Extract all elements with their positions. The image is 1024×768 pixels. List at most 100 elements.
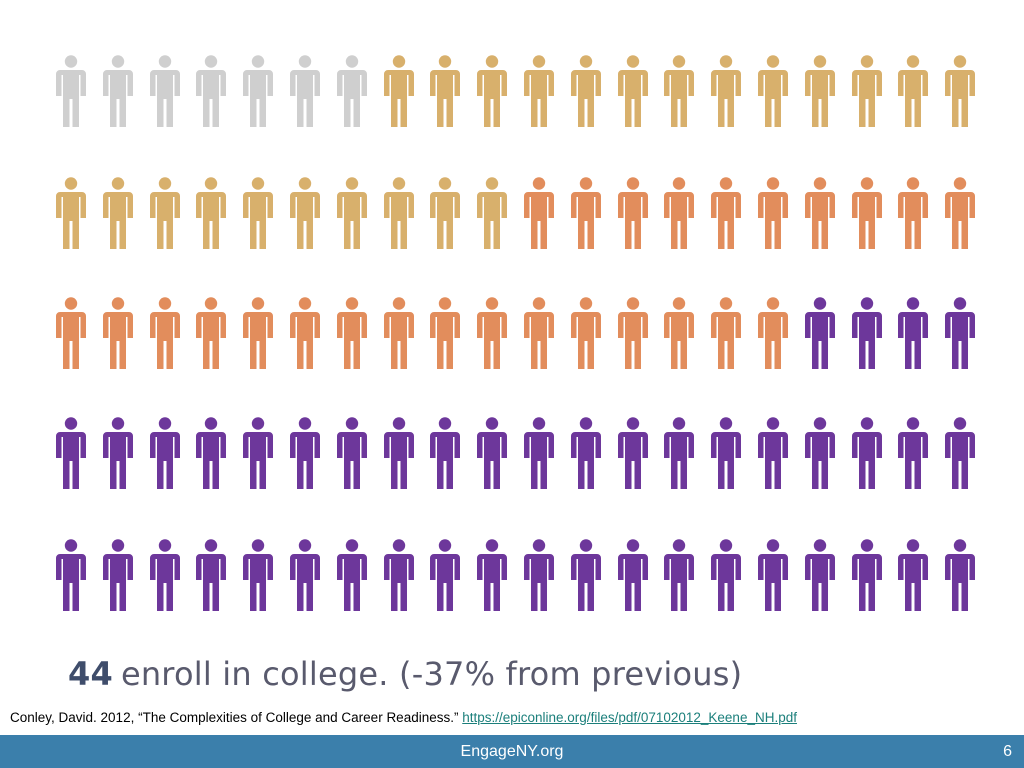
- person-icon: [617, 297, 648, 369]
- person-icon: [477, 539, 508, 611]
- person-icon: [570, 177, 601, 249]
- person-icon: [898, 297, 929, 369]
- person-icon: [243, 417, 274, 489]
- person-icon: [804, 417, 835, 489]
- person-icon: [851, 55, 882, 127]
- person-icon: [758, 55, 788, 127]
- person-icon: [56, 55, 86, 127]
- headline-text: enroll in college. (-37% from previous): [120, 655, 743, 693]
- person-icon: [336, 55, 367, 127]
- person-icon: [617, 55, 648, 127]
- person-icon: [430, 539, 461, 611]
- person-icon: [383, 297, 414, 369]
- person-icon: [290, 297, 320, 369]
- headline: 44 enroll in college. (-37% from previous…: [68, 655, 742, 693]
- person-icon: [196, 417, 227, 489]
- slide-number: 6: [1003, 743, 1012, 760]
- person-icon: [617, 539, 648, 611]
- person-icon: [945, 177, 976, 249]
- person-icon: [102, 417, 133, 489]
- person-icon: [804, 177, 835, 249]
- person-icon: [383, 417, 414, 489]
- person-icon: [290, 55, 320, 127]
- person-icon: [149, 297, 180, 369]
- person-icon: [149, 177, 180, 249]
- person-icon: [711, 297, 742, 369]
- person-icon: [758, 297, 788, 369]
- citation-text: Conley, David. 2012, “The Complexities o…: [10, 710, 463, 725]
- person-icon: [430, 177, 461, 249]
- person-icon: [196, 55, 227, 127]
- person-icon: [851, 417, 882, 489]
- person-icon: [711, 55, 742, 127]
- person-icon: [383, 539, 414, 611]
- person-icon: [851, 177, 882, 249]
- person-icon: [149, 417, 180, 489]
- person-icon: [477, 297, 508, 369]
- person-icon: [758, 177, 788, 249]
- person-icon: [711, 177, 742, 249]
- person-icon: [617, 417, 648, 489]
- person-icon: [664, 177, 695, 249]
- person-icon: [336, 297, 367, 369]
- person-icon: [851, 539, 882, 611]
- person-icon: [243, 539, 274, 611]
- person-icon: [336, 539, 367, 611]
- person-icon: [945, 539, 976, 611]
- person-icon: [243, 55, 274, 127]
- person-icon: [711, 417, 742, 489]
- person-icon: [664, 539, 695, 611]
- headline-count: 44: [68, 655, 113, 693]
- person-icon: [243, 297, 274, 369]
- person-icon: [430, 297, 461, 369]
- person-icon: [524, 297, 554, 369]
- person-icon: [56, 297, 86, 369]
- person-icon: [336, 177, 367, 249]
- person-icon: [898, 55, 929, 127]
- person-icon: [149, 539, 180, 611]
- person-icon: [149, 55, 180, 127]
- person-icon: [570, 55, 601, 127]
- footer-site: EngageNY.org: [460, 743, 564, 760]
- person-icon: [758, 417, 788, 489]
- person-icon: [570, 297, 601, 369]
- person-icon: [664, 55, 695, 127]
- person-icon: [570, 417, 601, 489]
- person-icon: [290, 539, 320, 611]
- person-icon: [804, 539, 835, 611]
- person-icon: [524, 55, 554, 127]
- person-icon: [56, 177, 86, 249]
- person-icon: [477, 55, 508, 127]
- person-icon: [290, 417, 320, 489]
- person-icon: [243, 177, 274, 249]
- person-icon: [617, 177, 648, 249]
- person-icon: [336, 417, 367, 489]
- person-icon: [102, 177, 133, 249]
- person-icon: [898, 417, 929, 489]
- person-icon: [664, 297, 695, 369]
- person-icon: [664, 417, 695, 489]
- person-icon: [383, 177, 414, 249]
- person-icon: [102, 539, 133, 611]
- citation: Conley, David. 2012, “The Complexities o…: [10, 710, 797, 725]
- person-icon: [524, 539, 554, 611]
- person-icon: [102, 55, 133, 127]
- person-icon-grid: [56, 55, 976, 611]
- person-icon: [711, 539, 742, 611]
- person-icon: [102, 297, 133, 369]
- person-icon: [945, 55, 976, 127]
- person-icon: [945, 297, 976, 369]
- person-icon: [430, 55, 461, 127]
- person-icon: [524, 177, 554, 249]
- footer-bar: EngageNY.org 6: [0, 735, 1024, 768]
- citation-link[interactable]: https://epiconline.org/files/pdf/0710201…: [462, 710, 797, 725]
- person-icon: [196, 539, 227, 611]
- person-icon: [56, 539, 86, 611]
- person-icon: [477, 177, 508, 249]
- person-icon: [570, 539, 601, 611]
- person-icon: [56, 417, 86, 489]
- person-icon: [430, 417, 461, 489]
- person-icon: [477, 417, 508, 489]
- person-icon: [290, 177, 320, 249]
